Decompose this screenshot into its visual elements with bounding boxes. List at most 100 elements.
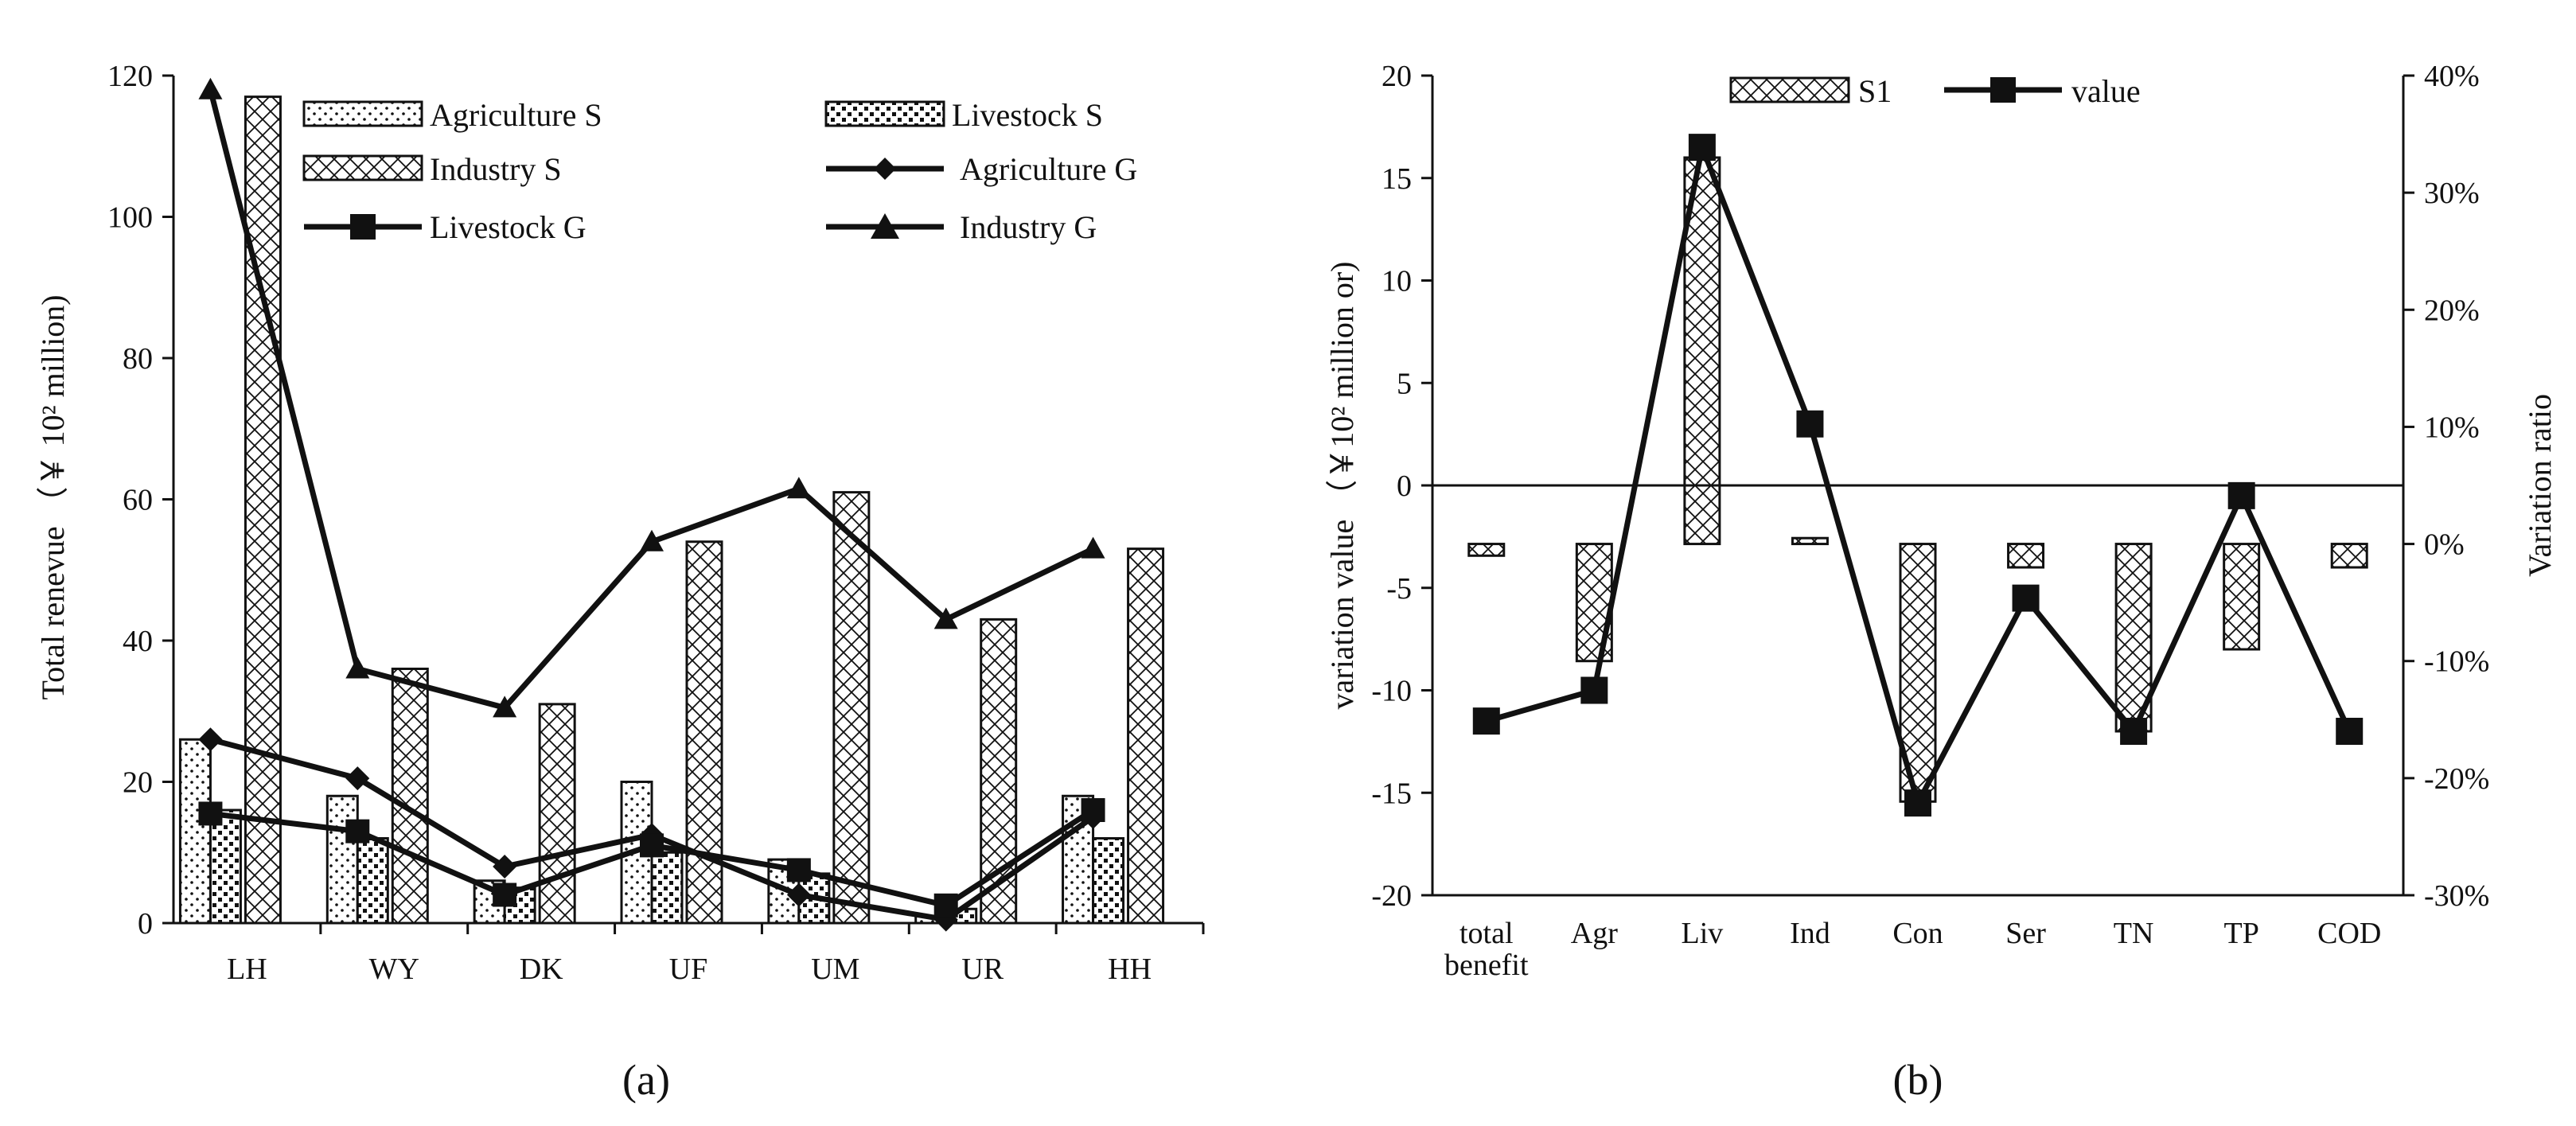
point-value xyxy=(1688,134,1716,162)
chart-b-x-tick-label: Ser xyxy=(2005,917,2046,950)
chart-b-bars xyxy=(1467,156,2368,803)
point-value xyxy=(1580,676,1608,704)
bar-s1 xyxy=(1683,156,1721,546)
bar-livestock-s xyxy=(1092,837,1125,925)
point-industry-g xyxy=(1081,536,1105,559)
chart-b-x-tick-label: Con xyxy=(1892,917,1943,950)
chart-b-y-tick-label: 5 xyxy=(1397,367,1412,400)
bar-s1 xyxy=(1575,543,1613,663)
chart-b-x-tick-label: Ind xyxy=(1790,917,1830,950)
point-agriculture-g xyxy=(786,882,811,907)
bar-s1 xyxy=(1791,536,1829,546)
legend-swatch-s1 xyxy=(1729,76,1850,103)
point-agriculture-g xyxy=(493,855,517,879)
chart-b-y-tick-label: -15 xyxy=(1371,777,1412,810)
chart-b-x-tick-label: Agr xyxy=(1571,917,1618,950)
bar-livestock-s xyxy=(356,837,389,925)
chart-b-y-tick-label: 10 xyxy=(1382,265,1412,298)
chart-a-bars xyxy=(178,95,1165,925)
chart-b-y-tick-label: -10 xyxy=(1371,675,1412,708)
chart-b-lines xyxy=(1472,134,2364,817)
chart-b-x-tick-label: COD xyxy=(2317,917,2381,950)
bar-s1 xyxy=(2007,543,2045,569)
point-value xyxy=(2120,718,2148,745)
chart-b-y2-tick-label: -10% xyxy=(2424,645,2489,679)
chart-a-x-tick-label: UF xyxy=(669,953,708,986)
point-industry-g xyxy=(493,695,517,718)
point-industry-g xyxy=(345,657,370,679)
chart-a-x-tick-label: DK xyxy=(520,953,563,986)
legend-label-s1: S1 xyxy=(1858,73,1892,109)
chart-b-x-tick-label: TN xyxy=(2114,917,2154,950)
point-value xyxy=(1904,789,1931,817)
bar-industry-s xyxy=(832,491,871,925)
chart-a-y-tick-label: 40 xyxy=(123,625,153,658)
point-value xyxy=(1796,410,1824,438)
legend-label-livestock-g: Livestock G xyxy=(430,209,587,245)
chart-b: -20 -15 -10 -5 0 5 10 15 20 -30% -20% -10% 0% 10% 20%… xyxy=(1324,60,2558,1104)
legend-swatch-livestock-s xyxy=(824,100,945,127)
chart-a-y-tick-label: 80 xyxy=(123,342,153,376)
bar-livestock-s xyxy=(650,851,684,925)
legend-marker-square xyxy=(1990,77,2016,103)
point-agriculture-g xyxy=(198,727,223,752)
chart-a-x-labels: LH WY DK UF UM UR HH xyxy=(227,923,1205,986)
chart-b-y-ticks: -20 -15 -10 -5 0 5 10 15 20 xyxy=(1371,60,1432,913)
point-value xyxy=(2336,718,2364,745)
chart-a-y-tick-label: 120 xyxy=(107,60,153,93)
bar-agriculture-s xyxy=(325,794,359,925)
legend-label-industry-s: Industry S xyxy=(430,151,562,187)
legend-label-agriculture-s: Agriculture S xyxy=(430,97,602,133)
point-value xyxy=(2012,584,2040,612)
chart-a-y-tick-label: 60 xyxy=(123,484,153,517)
point-industry-g xyxy=(786,477,811,499)
chart-b-y-tick-label: 20 xyxy=(1382,60,1412,93)
point-agriculture-g xyxy=(345,766,370,791)
point-livestock-g xyxy=(640,833,664,858)
chart-b-legend: S1 value xyxy=(1729,73,2141,109)
point-livestock-g xyxy=(786,858,811,882)
bar-industry-s xyxy=(1127,547,1165,925)
chart-a-y-ticks: 0 20 40 60 80 100 120 xyxy=(107,60,173,941)
chart-b-y2-ticks: -30% -20% -10% 0% 10% 20% 30% 40% xyxy=(2403,60,2489,913)
chart-b-y-tick-label: -20 xyxy=(1371,879,1412,913)
point-value xyxy=(2227,481,2255,509)
point-livestock-g xyxy=(345,819,370,844)
legend-label-industry-g: Industry G xyxy=(960,209,1097,245)
chart-b-x-tick-label: Liv xyxy=(1681,917,1723,950)
chart-b-y2-tick-label: -20% xyxy=(2424,762,2489,796)
chart-a-x-tick-label: LH xyxy=(227,953,267,986)
bar-industry-s xyxy=(685,540,723,925)
chart-a-x-tick-label: HH xyxy=(1108,953,1152,986)
chart-b-x-tick-label: TP xyxy=(2223,917,2258,950)
chart-b-y-tick-label: 0 xyxy=(1397,469,1412,503)
chart-a-y-tick-label: 20 xyxy=(123,766,153,800)
chart-a-y-axis-title: Total renevue （￥ 10² million) xyxy=(35,294,71,699)
bar-industry-s xyxy=(244,95,282,925)
bar-industry-s xyxy=(391,668,429,925)
point-industry-g xyxy=(933,607,958,629)
legend-label-agriculture-g: Agriculture G xyxy=(960,151,1137,187)
chart-a-x-tick-label: UR xyxy=(961,953,1004,986)
chart-b-y2-tick-label: 10% xyxy=(2424,411,2480,444)
chart-b-y-tick-label: -5 xyxy=(1386,572,1412,606)
chart-b-y-axis-title: variation value （￥10² million or) xyxy=(1324,262,1360,710)
bar-s1 xyxy=(2330,543,2368,569)
bar-s1 xyxy=(1467,543,1506,557)
legend-marker-diamond xyxy=(874,158,896,180)
legend-label-livestock-s: Livestock S xyxy=(952,97,1103,133)
chart-a-x-tick-label: WY xyxy=(369,953,419,986)
panel-label-a: (a) xyxy=(622,1056,670,1104)
point-livestock-g xyxy=(198,801,223,826)
chart-b-y2-tick-label: 0% xyxy=(2424,528,2465,562)
chart-b-y2-tick-label: -30% xyxy=(2424,879,2489,913)
point-value xyxy=(1472,707,1500,735)
legend-marker-square xyxy=(350,214,376,240)
legend-marker-triangle xyxy=(871,213,899,239)
legend-label-value: value xyxy=(2071,73,2141,109)
chart-a-y-tick-label: 100 xyxy=(107,201,153,235)
chart-b-y2-tick-label: 20% xyxy=(2424,294,2480,327)
legend-swatch-industry-s xyxy=(302,154,423,181)
